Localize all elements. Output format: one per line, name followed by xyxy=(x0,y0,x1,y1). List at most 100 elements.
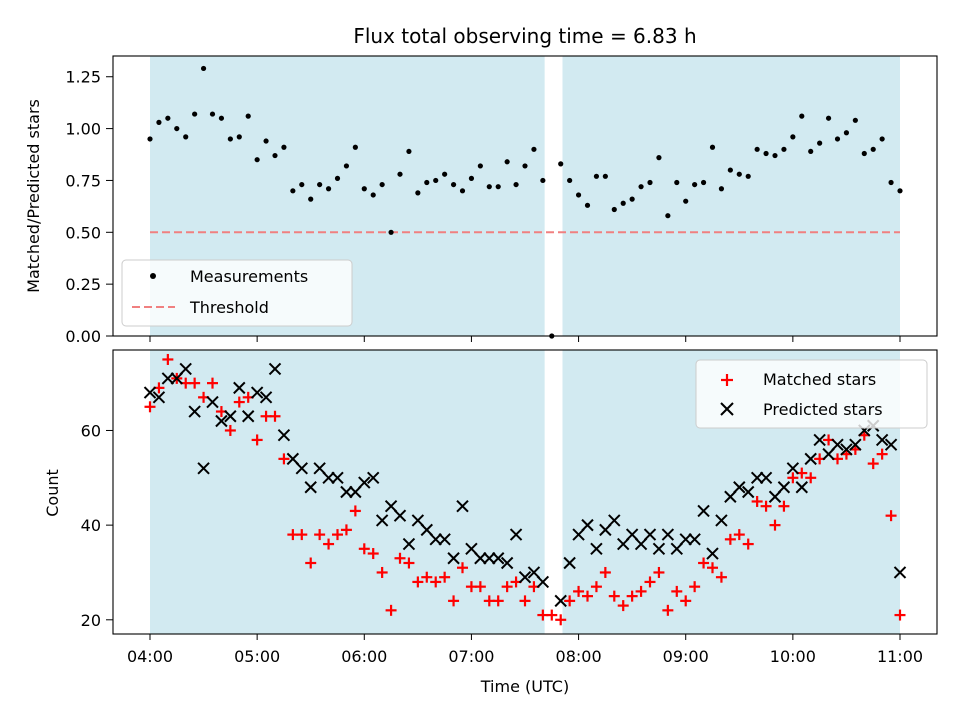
measurement-point xyxy=(567,177,573,184)
matched-star-point xyxy=(715,571,727,583)
matched-star-point xyxy=(144,401,156,413)
matched-star-point xyxy=(769,519,781,531)
measurement-point xyxy=(343,163,350,169)
measurement-point xyxy=(424,179,430,186)
measurement-point xyxy=(629,196,635,202)
matched-star-point xyxy=(474,581,486,593)
predicted-star-point xyxy=(492,552,505,565)
matched-star-point xyxy=(671,585,683,597)
matched-star-point xyxy=(894,609,906,621)
measurement-point xyxy=(450,181,457,188)
measurement-point xyxy=(370,192,376,198)
ratio-legend-box xyxy=(121,259,353,327)
matched-star-point xyxy=(662,604,674,616)
measurement-point xyxy=(611,206,617,213)
x-tick-label: 06:00 xyxy=(341,647,387,666)
measurement-point xyxy=(531,146,537,152)
predicted-star-point xyxy=(625,528,639,541)
ratio-y-tick-label: 1.00 xyxy=(65,120,101,139)
predicted-star-point xyxy=(724,490,737,503)
predicted-star-point xyxy=(268,362,282,376)
predicted-star-point xyxy=(179,362,192,376)
matched-star-point xyxy=(340,524,352,536)
count-y-tick-label: 20 xyxy=(81,611,101,630)
predicted-star-point xyxy=(358,476,371,489)
measurement-point xyxy=(308,196,314,202)
predicted-star-point xyxy=(581,518,594,532)
ratio-y-tick-label: 0.75 xyxy=(65,171,101,190)
predicted-star-point xyxy=(474,552,487,565)
matched-star-point xyxy=(582,590,593,602)
predicted-star-point xyxy=(554,594,567,608)
predicted-star-point xyxy=(750,471,764,485)
measurement-point xyxy=(388,229,394,235)
measurement-point xyxy=(477,163,483,169)
predicted-stars-points xyxy=(143,362,907,608)
ratio-shaded-interval-1 xyxy=(562,56,900,336)
ratio-y-tick-label: 1.25 xyxy=(65,68,101,87)
measurement-point xyxy=(513,181,519,188)
predicted-star-point xyxy=(875,433,889,447)
measurement-point xyxy=(754,146,760,152)
predicted-star-point xyxy=(849,438,862,451)
matched-star-point xyxy=(403,557,415,569)
predicted-star-point xyxy=(679,533,692,546)
predicted-star-point xyxy=(349,485,362,499)
matched-star-point xyxy=(698,557,710,569)
measurement-point xyxy=(852,117,858,123)
measurement-point xyxy=(317,181,323,188)
measurement-point xyxy=(638,184,644,190)
measurement-point xyxy=(709,144,716,150)
measurement-point xyxy=(504,159,510,165)
measurement-point xyxy=(433,177,439,184)
matched-star-point xyxy=(385,604,397,616)
predicted-star-point xyxy=(465,542,478,556)
measurement-point xyxy=(888,179,894,186)
x-axis-label: Time (UTC) xyxy=(480,677,569,696)
measurement-point xyxy=(781,146,787,152)
measurement-point xyxy=(700,179,707,186)
predicted-star-point xyxy=(759,471,773,485)
measurement-point xyxy=(147,136,153,142)
measurement-point xyxy=(442,171,448,177)
legend-measurements-marker xyxy=(150,273,156,279)
x-tick-label: 10:00 xyxy=(770,647,816,666)
predicted-star-point xyxy=(697,504,710,518)
ratio-plot-frame xyxy=(112,55,938,337)
matched-star-point xyxy=(376,566,388,578)
measurement-point xyxy=(334,175,341,181)
measurement-point xyxy=(263,138,269,144)
measurement-point xyxy=(281,144,287,150)
ratio-y-tick-label: 0.50 xyxy=(65,223,101,242)
measurement-point xyxy=(183,134,189,140)
predicted-star-point xyxy=(447,552,460,565)
count-legend: Matched stars Predicted stars xyxy=(695,359,928,429)
predicted-star-point xyxy=(438,533,451,546)
predicted-star-point xyxy=(688,533,701,546)
predicted-star-point xyxy=(795,481,808,494)
measurement-point xyxy=(825,115,832,121)
predicted-star-point xyxy=(661,528,675,541)
matched-star-point xyxy=(724,533,736,545)
predicted-star-point xyxy=(242,410,255,423)
measurement-point xyxy=(745,173,751,179)
ratio-x-ticks xyxy=(149,336,901,342)
matched-star-point xyxy=(617,600,629,612)
matched-star-point xyxy=(778,500,790,512)
predicted-star-point xyxy=(259,391,273,404)
predicted-star-point xyxy=(277,428,291,442)
matched-star-point xyxy=(653,566,665,578)
matched-star-point xyxy=(224,424,236,436)
x-tick-label: 04:00 xyxy=(127,647,173,666)
measurement-point xyxy=(674,179,680,186)
matched-star-point xyxy=(358,543,370,555)
matched-star-point xyxy=(707,562,718,574)
matched-star-point xyxy=(492,595,504,607)
predicted-star-point xyxy=(742,485,755,499)
predicted-star-point xyxy=(670,542,683,556)
measurement-point xyxy=(540,177,546,184)
matched-star-point xyxy=(626,590,638,602)
measurement-point xyxy=(620,200,626,206)
predicted-star-point xyxy=(831,438,844,451)
count-x-axis: 04:00 05:00 06:00 07:00 08:00 09:00 10:00 11:00 xyxy=(127,634,923,666)
